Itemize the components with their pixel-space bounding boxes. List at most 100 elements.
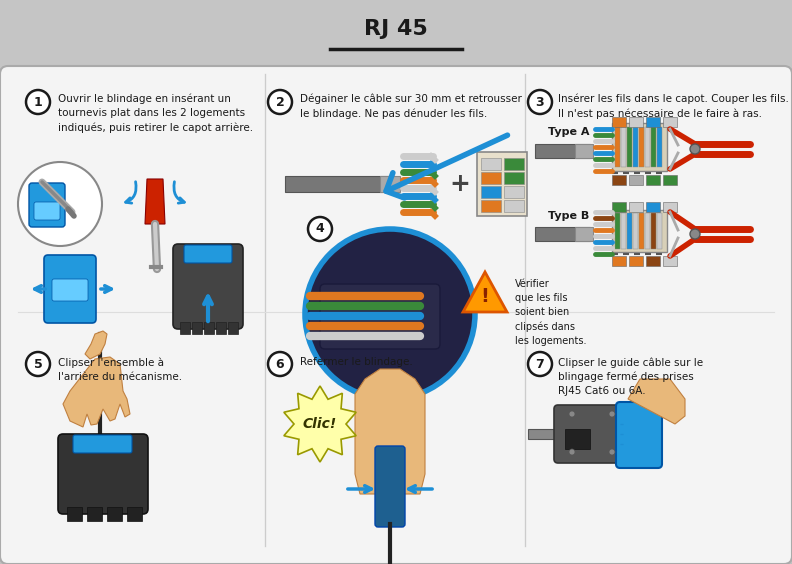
Text: Clic!: Clic! (303, 417, 337, 431)
Bar (663, 256, 677, 266)
FancyArrow shape (528, 429, 558, 439)
Circle shape (609, 449, 615, 455)
Text: +: + (450, 172, 470, 196)
Text: Clipser l'ensemble à
l'arrière du mécanisme.: Clipser l'ensemble à l'arrière du mécani… (58, 357, 182, 381)
Polygon shape (355, 369, 425, 494)
Circle shape (305, 229, 475, 399)
Text: Type A: Type A (548, 127, 589, 137)
Text: !: ! (481, 287, 489, 306)
Text: 3: 3 (535, 95, 544, 108)
Text: 4: 4 (316, 223, 325, 236)
Bar (180, 322, 190, 334)
Bar (612, 210, 667, 252)
Bar (87, 507, 102, 521)
Bar (629, 256, 643, 266)
Bar (663, 202, 677, 212)
Bar (627, 127, 632, 167)
Bar (646, 202, 660, 212)
Circle shape (18, 162, 102, 246)
Text: Type B: Type B (548, 211, 589, 221)
Bar (663, 117, 677, 127)
Polygon shape (85, 331, 107, 359)
FancyBboxPatch shape (173, 244, 243, 329)
Text: RJ 45: RJ 45 (364, 19, 428, 39)
Polygon shape (145, 179, 165, 224)
Bar (615, 127, 620, 167)
Bar (627, 213, 632, 249)
FancyBboxPatch shape (34, 202, 60, 220)
Bar (477, 152, 527, 216)
Bar (663, 175, 677, 185)
FancyBboxPatch shape (44, 255, 96, 323)
Circle shape (26, 90, 50, 114)
Bar (639, 213, 644, 249)
FancyBboxPatch shape (29, 183, 65, 227)
Bar (204, 322, 214, 334)
Bar (228, 322, 238, 334)
Text: 6: 6 (276, 358, 284, 371)
Text: Insérer les fils dans le capot. Couper les fils.
Il n'est pas nécessaire de le f: Insérer les fils dans le capot. Couper l… (558, 94, 789, 119)
FancyBboxPatch shape (554, 405, 627, 463)
FancyArrow shape (575, 227, 593, 241)
Bar (612, 202, 626, 212)
Bar (0, 0, 792, 74)
Polygon shape (463, 272, 507, 312)
Bar (646, 175, 660, 185)
Bar (615, 213, 620, 249)
FancyArrow shape (575, 144, 593, 158)
Bar (651, 127, 656, 167)
Bar (645, 213, 650, 249)
Bar (646, 256, 660, 266)
Polygon shape (628, 379, 685, 424)
FancyArrow shape (285, 176, 395, 192)
Bar (657, 213, 662, 249)
Text: 7: 7 (535, 358, 544, 371)
Bar (621, 213, 626, 249)
Bar (629, 175, 643, 185)
Circle shape (528, 352, 552, 376)
FancyArrow shape (380, 176, 400, 192)
Text: Dégainer le câble sur 30 mm et retrousser
le blindage. Ne pas dénuder les fils.: Dégainer le câble sur 30 mm et retrousse… (300, 94, 522, 119)
Circle shape (569, 411, 575, 417)
FancyBboxPatch shape (616, 402, 662, 468)
Bar (481, 186, 501, 198)
Circle shape (690, 144, 700, 154)
Bar (192, 322, 202, 334)
Circle shape (308, 217, 332, 241)
FancyBboxPatch shape (73, 435, 132, 453)
Circle shape (569, 449, 575, 455)
Bar (504, 172, 524, 184)
Bar (639, 127, 644, 167)
FancyBboxPatch shape (58, 434, 148, 514)
Bar (481, 200, 501, 212)
Polygon shape (284, 386, 356, 462)
Text: 1: 1 (33, 95, 43, 108)
Bar (107, 507, 122, 521)
Bar (621, 127, 626, 167)
Bar (481, 172, 501, 184)
Bar (657, 127, 662, 167)
Circle shape (268, 90, 292, 114)
Bar (504, 186, 524, 198)
Bar (481, 158, 501, 170)
Bar (612, 117, 626, 127)
Bar (651, 213, 656, 249)
FancyArrow shape (535, 227, 590, 241)
Text: Refermer le blindage.: Refermer le blindage. (300, 357, 413, 367)
Bar (633, 127, 638, 167)
Circle shape (26, 352, 50, 376)
FancyBboxPatch shape (184, 245, 232, 263)
Bar (645, 127, 650, 167)
Text: 5: 5 (33, 358, 43, 371)
FancyBboxPatch shape (52, 279, 88, 301)
FancyBboxPatch shape (375, 446, 405, 527)
Bar (612, 123, 667, 171)
FancyBboxPatch shape (0, 66, 792, 564)
FancyBboxPatch shape (320, 284, 440, 349)
Circle shape (609, 411, 615, 417)
Bar (612, 175, 626, 185)
FancyArrow shape (535, 144, 590, 158)
Bar (216, 322, 226, 334)
Bar (504, 158, 524, 170)
Bar (629, 117, 643, 127)
